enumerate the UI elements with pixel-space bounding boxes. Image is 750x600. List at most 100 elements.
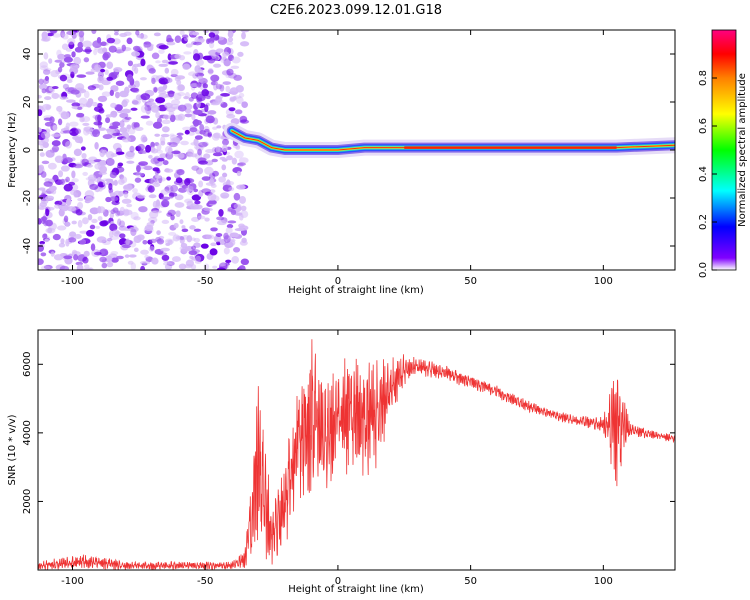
- snr-panel: -100 -50 0 50 100 2000 4000 6000 Height of stra…: [7, 329, 676, 595]
- noise-blob: [95, 225, 100, 229]
- noise-blob: [86, 164, 93, 168]
- noise-blob: [112, 132, 122, 137]
- noise-blob: [188, 71, 198, 77]
- noise-blob: [110, 85, 119, 92]
- noise-blob: [43, 264, 53, 270]
- noise-blob: [152, 167, 160, 172]
- noise-blob: [99, 256, 107, 263]
- noise-blob: [38, 218, 42, 225]
- noise-blob: [97, 114, 102, 123]
- noise-blob: [174, 35, 182, 44]
- noise-blob: [140, 134, 147, 143]
- noise-blob: [128, 83, 136, 89]
- noise-blob: [54, 155, 64, 163]
- noise-blob: [216, 267, 226, 270]
- noise-blob: [207, 131, 212, 138]
- noise-blob: [131, 87, 140, 93]
- noise-blob: [63, 215, 69, 223]
- noise-blob: [144, 254, 149, 259]
- noise-blob: [175, 177, 183, 184]
- noise-blob: [179, 30, 185, 36]
- noise-blob: [189, 225, 196, 230]
- noise-blob: [108, 125, 119, 130]
- colorbar-ticks: 0.0 0.2 0.4 0.6 0.8: [698, 70, 717, 278]
- noise-blob: [77, 219, 83, 228]
- noise-blob: [157, 157, 165, 162]
- noise-blob: [75, 128, 82, 134]
- noise-blob: [208, 37, 215, 44]
- noise-blob: [65, 176, 70, 183]
- noise-blob: [189, 127, 198, 133]
- noise-blob: [129, 145, 135, 153]
- noise-blob: [38, 206, 45, 211]
- noise-blob: [127, 260, 134, 265]
- noise-blob: [126, 183, 133, 191]
- noise-blob: [192, 53, 201, 61]
- noise-blob: [42, 103, 52, 110]
- noise-blob: [220, 55, 225, 63]
- noise-blob: [131, 51, 141, 57]
- spectrogram-y-tick-label: 20: [22, 96, 33, 109]
- noise-blob: [222, 172, 228, 178]
- noise-blob: [97, 216, 103, 222]
- noise-blob: [164, 67, 170, 74]
- noise-blob: [191, 113, 196, 121]
- noise-blob: [225, 259, 232, 263]
- noise-blob: [99, 160, 108, 167]
- noise-blob: [191, 245, 197, 251]
- noise-blob: [188, 131, 195, 136]
- noise-blob: [227, 30, 234, 38]
- noise-blob: [103, 51, 111, 59]
- noise-blob: [140, 150, 147, 155]
- noise-blob: [148, 68, 156, 74]
- noise-blob: [213, 235, 222, 243]
- noise-blob: [60, 178, 65, 186]
- colorbar-tick-label: 0.8: [698, 70, 709, 86]
- noise-blob: [89, 224, 96, 230]
- noise-blob: [106, 37, 116, 44]
- noise-blob: [236, 170, 242, 177]
- noise-blob: [106, 76, 114, 81]
- noise-blob: [188, 183, 197, 190]
- noise-blob: [180, 242, 188, 249]
- noise-blob: [208, 41, 215, 49]
- noise-blob: [140, 58, 146, 67]
- noise-blob: [81, 152, 87, 159]
- noise-blob: [211, 52, 217, 59]
- noise-blob: [46, 32, 55, 37]
- noise-blob: [150, 146, 156, 153]
- noise-blob: [201, 176, 211, 181]
- noise-blob: [185, 43, 193, 48]
- noise-blob: [140, 104, 148, 113]
- noise-blob: [61, 32, 66, 37]
- figure-title: C2E6.2023.099.12.01.G18: [270, 3, 442, 18]
- noise-blob: [216, 125, 222, 129]
- noise-blob: [58, 242, 66, 248]
- noise-blob: [106, 261, 114, 268]
- noise-blob: [166, 261, 175, 267]
- noise-blob: [76, 264, 84, 270]
- noise-blob: [175, 210, 181, 218]
- noise-blob: [71, 178, 79, 183]
- noise-blob: [222, 81, 231, 85]
- noise-blob: [38, 109, 43, 117]
- noise-blob: [196, 100, 201, 109]
- noise-blob: [208, 180, 215, 184]
- noise-blob: [218, 208, 224, 217]
- noise-blob: [166, 176, 171, 181]
- noise-blob: [71, 102, 81, 107]
- noise-blob: [57, 118, 63, 126]
- noise-blob: [135, 172, 145, 178]
- noise-blob: [230, 65, 240, 70]
- noise-blob: [181, 34, 189, 39]
- noise-blob: [156, 143, 162, 151]
- noise-blob: [63, 255, 73, 260]
- noise-blob: [126, 37, 133, 45]
- noise-blob: [42, 78, 50, 85]
- noise-blob: [75, 209, 83, 216]
- noise-blob: [223, 235, 231, 244]
- noise-blob: [97, 75, 105, 84]
- noise-blob: [192, 31, 200, 36]
- noise-blob: [117, 218, 122, 226]
